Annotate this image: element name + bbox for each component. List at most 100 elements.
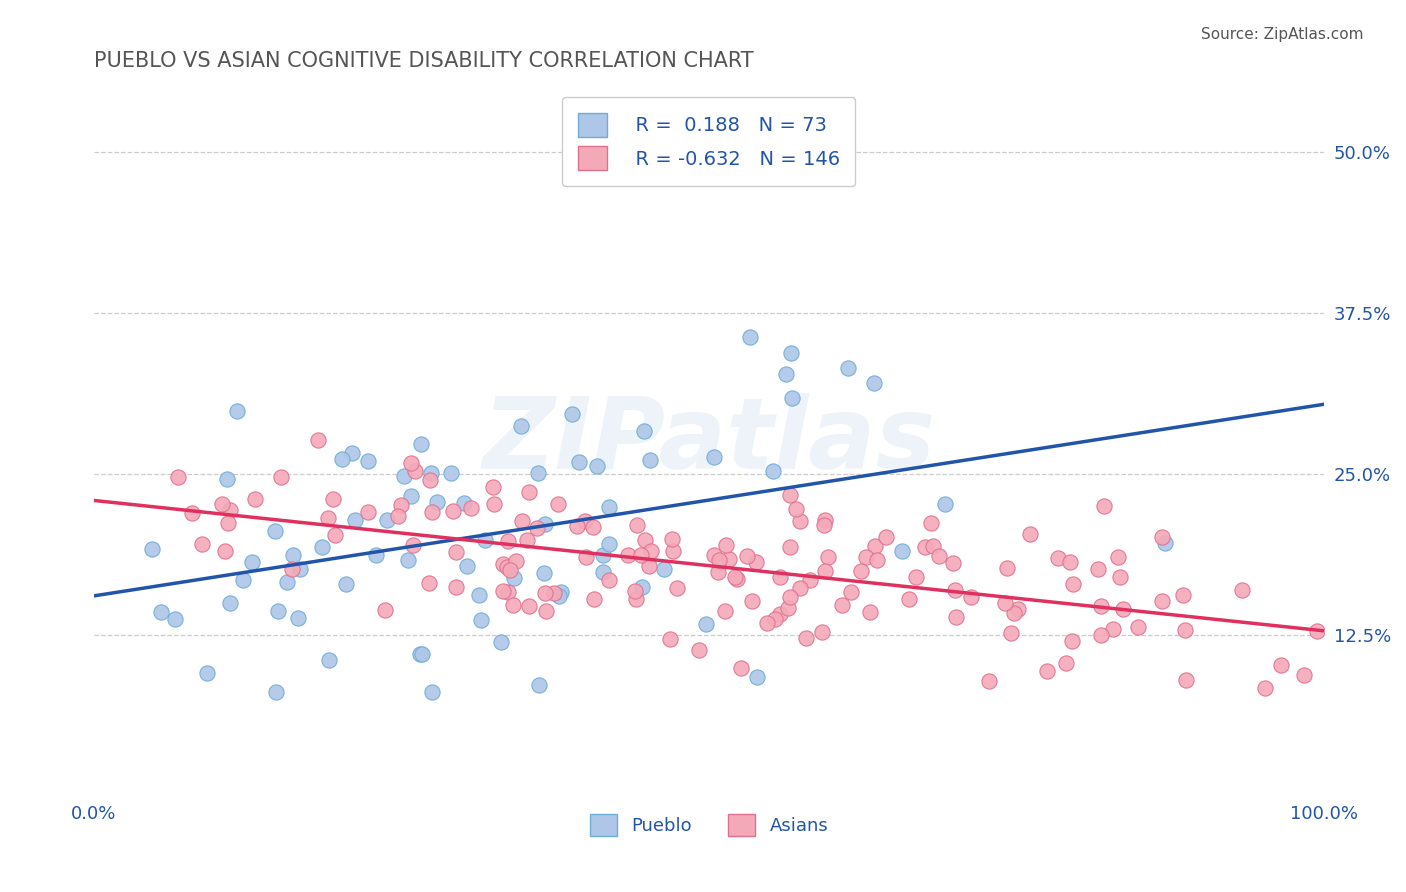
Point: [517, 485, 540, 500]
Point: [181, 506, 204, 520]
Point: [928, 549, 950, 564]
Point: [311, 541, 333, 555]
Point: [640, 544, 662, 558]
Point: [574, 514, 596, 528]
Point: [592, 548, 614, 562]
Point: [875, 530, 897, 544]
Point: [630, 580, 652, 594]
Point: [316, 511, 339, 525]
Point: [942, 556, 965, 570]
Point: [995, 561, 1018, 575]
Point: [994, 596, 1017, 610]
Point: [491, 558, 513, 572]
Point: [1054, 657, 1077, 671]
Point: [323, 528, 346, 542]
Point: [1253, 681, 1275, 695]
Point: [769, 570, 792, 584]
Point: [598, 574, 620, 588]
Point: [517, 599, 540, 614]
Point: [703, 548, 725, 562]
Point: [581, 520, 603, 534]
Point: [1270, 658, 1292, 673]
Point: [470, 613, 492, 627]
Point: [290, 562, 312, 576]
Point: [467, 588, 489, 602]
Point: [1047, 551, 1070, 566]
Point: [634, 533, 657, 547]
Point: [496, 560, 519, 574]
Point: [725, 572, 748, 586]
Point: [375, 513, 398, 527]
Point: [195, 665, 218, 680]
Point: [219, 502, 242, 516]
Point: [904, 570, 927, 584]
Point: [1007, 602, 1029, 616]
Point: [533, 586, 555, 600]
Point: [389, 498, 412, 512]
Point: [789, 581, 811, 595]
Point: [211, 497, 233, 511]
Point: [568, 455, 591, 469]
Point: [630, 548, 652, 562]
Point: [232, 573, 254, 587]
Point: [402, 538, 425, 552]
Point: [863, 539, 886, 553]
Point: [716, 538, 738, 552]
Point: [396, 552, 419, 566]
Point: [688, 642, 710, 657]
Point: [318, 652, 340, 666]
Point: [762, 464, 785, 478]
Point: [585, 458, 607, 473]
Point: [575, 549, 598, 564]
Point: [775, 368, 797, 382]
Point: [665, 581, 688, 595]
Point: [426, 495, 449, 509]
Point: [709, 552, 731, 566]
Point: [1305, 624, 1327, 638]
Point: [922, 539, 945, 553]
Point: [444, 545, 467, 559]
Point: [1112, 601, 1135, 615]
Text: PUEBLO VS ASIAN COGNITIVE DISABILITY CORRELATION CHART: PUEBLO VS ASIAN COGNITIVE DISABILITY COR…: [94, 51, 754, 70]
Point: [419, 473, 441, 487]
Point: [914, 540, 936, 554]
Point: [242, 555, 264, 569]
Point: [617, 548, 640, 562]
Point: [837, 360, 859, 375]
Point: [737, 549, 759, 563]
Point: [779, 590, 801, 604]
Point: [496, 534, 519, 549]
Point: [1036, 664, 1059, 678]
Point: [281, 548, 304, 562]
Point: [550, 584, 572, 599]
Point: [778, 601, 800, 615]
Point: [1090, 628, 1112, 642]
Point: [343, 513, 366, 527]
Point: [217, 472, 239, 486]
Point: [167, 470, 190, 484]
Point: [626, 517, 648, 532]
Point: [276, 574, 298, 589]
Point: [745, 555, 768, 569]
Point: [527, 466, 550, 480]
Point: [1090, 599, 1112, 613]
Point: [263, 524, 285, 538]
Point: [897, 591, 920, 606]
Point: [624, 592, 647, 607]
Point: [243, 492, 266, 507]
Point: [1152, 530, 1174, 544]
Point: [707, 565, 730, 579]
Point: [418, 576, 440, 591]
Point: [695, 617, 717, 632]
Text: Source: ZipAtlas.com: Source: ZipAtlas.com: [1201, 27, 1364, 42]
Point: [460, 501, 482, 516]
Point: [267, 604, 290, 618]
Point: [191, 537, 214, 551]
Point: [1154, 535, 1177, 549]
Point: [543, 586, 565, 600]
Point: [730, 661, 752, 675]
Point: [1000, 625, 1022, 640]
Point: [747, 669, 769, 683]
Point: [374, 603, 396, 617]
Point: [779, 488, 801, 502]
